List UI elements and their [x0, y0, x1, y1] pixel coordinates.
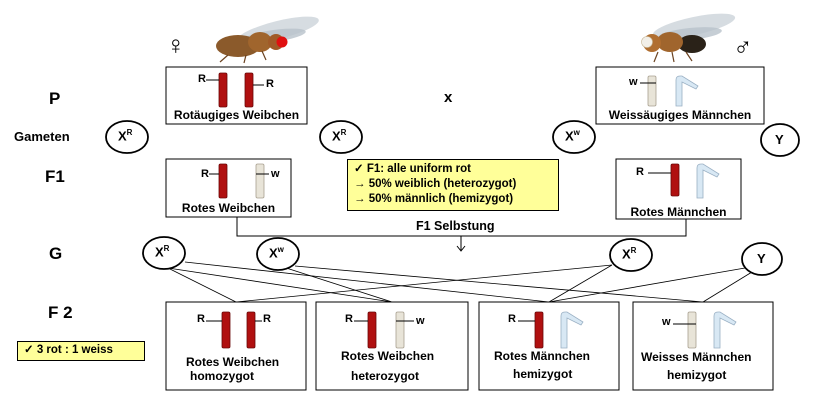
white-eyed-fly-icon: [641, 13, 736, 63]
x-chromosome-red: [670, 163, 680, 197]
f2-ratio-note: ✓ 3 rot : 1 weiss: [17, 341, 145, 361]
cross-lines: [167, 261, 753, 303]
x-chromosome-red: [246, 311, 256, 349]
female-symbol: ♀: [166, 30, 186, 60]
allele-label: R: [636, 166, 644, 178]
x-chromosome-red: [534, 311, 544, 349]
allele-label: R: [266, 78, 274, 90]
gamete-xr-text-4: XR: [622, 246, 637, 262]
p-female-box: [165, 66, 308, 125]
y-chromosome: [560, 311, 584, 349]
f2-box-4-line2: hemizygot: [667, 368, 727, 382]
f2-box-1: [165, 301, 307, 391]
p-female-label: Rotäugiges Weibchen: [173, 108, 300, 122]
f1-female-label: Rotes Weibchen: [181, 201, 276, 215]
f1-note-line: → 50% männlich (hemizygot): [354, 193, 514, 205]
x-chromosome-white: [647, 75, 657, 107]
f2-box-4-line1: Weisses Männchen: [641, 350, 752, 364]
f2-box-2-line1: Rotes Weibchen: [341, 349, 435, 363]
gamete-xw-f1: [256, 237, 300, 271]
allele-label: R: [197, 313, 205, 325]
gamete-xw-text-2: Xw: [269, 245, 284, 261]
p-male-label: Weissäugiges Männchen: [608, 108, 752, 122]
generation-f1-label: F1: [45, 167, 65, 186]
f2-box-1-line2: homozygot: [190, 369, 254, 383]
gamete-xr-text-3: XR: [155, 244, 170, 260]
gamete-xw-text: Xw: [565, 128, 580, 144]
x-chromosome-red: [218, 163, 228, 199]
gamete-y-f1: [741, 242, 783, 276]
chromosomes: [206, 72, 737, 349]
gamete-y-text-2: Y: [757, 251, 766, 266]
gamete-xr-f1-b: [609, 238, 653, 272]
f1-selfing-label: F1 Selbstung: [416, 219, 495, 233]
f1-note-line: ✓ F1: alle uniform rot: [354, 163, 471, 175]
x-chromosome-white: [255, 163, 265, 199]
x-chromosome-white: [687, 311, 697, 349]
x-chromosome-red: [244, 72, 254, 108]
gamete-y-text: Y: [775, 132, 784, 147]
allele-label: R: [201, 168, 209, 180]
gamete-xw-male-p: [552, 120, 596, 154]
generation-p-label: P: [49, 89, 61, 108]
f2-box-2-line2: heterozygot: [351, 369, 420, 383]
x-chromosome-white: [395, 311, 405, 349]
allele-label: R: [198, 73, 206, 85]
f1-note-line: → 50% weiblich (heterozygot): [354, 178, 517, 190]
allele-label: w: [416, 315, 425, 327]
gamete-y-male-p: [760, 123, 800, 157]
red-eyed-fly-icon: [216, 16, 319, 64]
f2-box-1-line1: Rotes Weibchen: [186, 355, 280, 369]
f1-female-box: [165, 158, 292, 218]
f2-box-3-line2: hemizygot: [513, 367, 573, 381]
male-symbol: ♂: [733, 32, 753, 62]
allele-label: R: [345, 313, 353, 325]
allele-label: w: [271, 168, 280, 180]
allele-label: w: [629, 76, 638, 88]
gamete-xr-female-p-2: [319, 120, 363, 154]
f1-note: ✓ F1: alle uniform rot → 50% weiblich (h…: [347, 159, 559, 211]
cross-symbol: x: [444, 89, 453, 106]
x-chromosome-red: [367, 311, 377, 349]
y-chromosome: [696, 163, 720, 199]
allele-label: R: [508, 313, 516, 325]
f2-box-3-line1: Rotes Männchen: [494, 349, 591, 363]
gamete-xr-text: XR: [118, 128, 133, 144]
generation-g-label: G: [49, 244, 63, 263]
gamete-xr-female-p: [105, 120, 149, 154]
gametes-label: Gameten: [14, 129, 70, 144]
y-chromosome: [675, 75, 699, 107]
allele-label: R: [263, 313, 271, 325]
x-chromosome-red: [221, 311, 231, 349]
f1-male-label: Rotes Männchen: [630, 205, 727, 219]
gamete-xr-f1-a: [142, 236, 186, 270]
gamete-xr-text-2: XR: [332, 128, 347, 144]
f2-box-2: [315, 301, 469, 391]
y-chromosome: [713, 311, 737, 349]
f2-box-4: [632, 301, 774, 391]
x-chromosome-red: [218, 72, 228, 108]
f2-box-3: [478, 301, 620, 391]
generation-f2-label: F 2: [48, 303, 73, 322]
allele-label: w: [662, 316, 671, 328]
